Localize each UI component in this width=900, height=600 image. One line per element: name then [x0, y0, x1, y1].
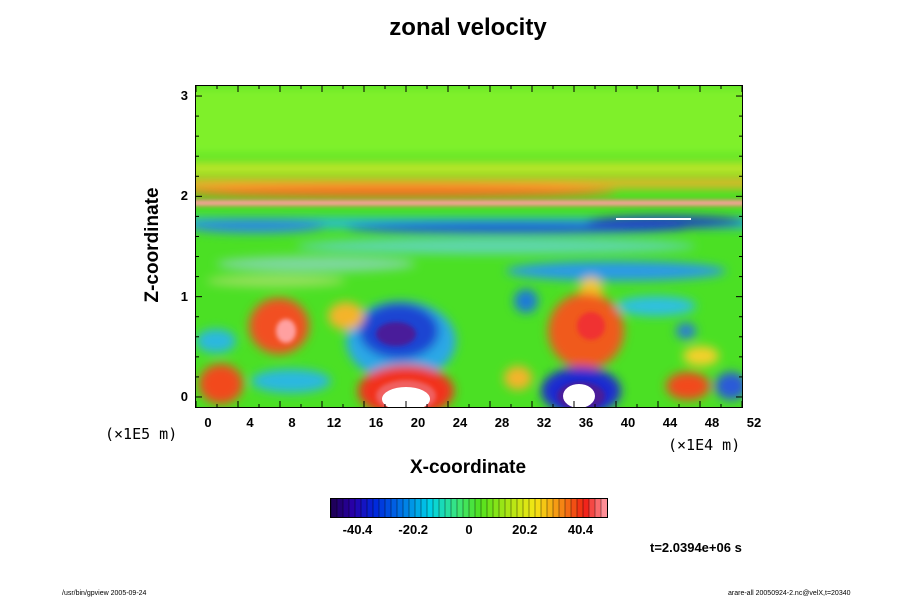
colorbar-cell — [565, 499, 572, 517]
y-axis-label: Z-coordinate — [142, 187, 163, 303]
colorbar — [330, 498, 608, 518]
colorbar-cell — [343, 499, 350, 517]
colorbar-cell — [349, 499, 356, 517]
x-tick-label: 36 — [578, 415, 594, 430]
colorbar-tick-label: -20.2 — [398, 522, 429, 537]
colorbar-cell — [421, 499, 428, 517]
colorbar-cell — [547, 499, 554, 517]
colorbar-cell — [535, 499, 542, 517]
colorbar-cell — [373, 499, 380, 517]
colorbar-tick-label: -40.4 — [342, 522, 373, 537]
x-tick-label: 24 — [452, 415, 468, 430]
saturated-positive-core — [382, 387, 430, 407]
colorbar-cell — [601, 499, 607, 517]
colorbar-cell — [331, 499, 338, 517]
colorbar-cell — [337, 499, 344, 517]
colorbar-cell — [457, 499, 464, 517]
y-tick-label: 0 — [180, 388, 188, 404]
y-tick-label: 3 — [180, 88, 188, 104]
colorbar-cell — [433, 499, 440, 517]
x-axis-unit: (×1E4 m) — [668, 436, 741, 454]
x-tick-label: 40 — [620, 415, 636, 430]
y-axis-unit: (×1E5 m) — [105, 425, 178, 443]
y-tick-label: 2 — [180, 188, 188, 204]
colorbar-tick-label: 0 — [465, 522, 473, 537]
footer-right: arare-all 20050924-2.nc@velX,t=20340 — [728, 590, 851, 597]
y-tick-label: 1 — [180, 288, 188, 304]
colorbar-cell — [499, 499, 506, 517]
colorbar-cell — [493, 499, 500, 517]
colorbar-cell — [367, 499, 374, 517]
colorbar-cell — [403, 499, 410, 517]
colorbar-cell — [391, 499, 398, 517]
colorbar-cell — [415, 499, 422, 517]
plot-tick-marks — [196, 86, 742, 407]
colorbar-cell — [577, 499, 584, 517]
x-tick-label: 52 — [746, 415, 762, 430]
colorbar-cell — [427, 499, 434, 517]
colorbar-cell — [439, 499, 446, 517]
chart-title: zonal velocity — [389, 14, 547, 41]
x-tick-label: 48 — [704, 415, 720, 430]
colorbar-cell — [379, 499, 386, 517]
colorbar-cell — [487, 499, 494, 517]
colorbar-cell — [385, 499, 392, 517]
colorbar-cell — [571, 499, 578, 517]
footer-left: /usr/bin/gpview 2005-09-24 — [62, 590, 147, 597]
colorbar-tick-label: 20.2 — [512, 522, 538, 537]
x-tick-label: 12 — [326, 415, 342, 430]
heatmap-plot — [195, 85, 743, 408]
x-tick-label: 0 — [204, 415, 212, 430]
colorbar-cell — [583, 499, 590, 517]
colorbar-cell — [595, 499, 602, 517]
colorbar-cell — [505, 499, 512, 517]
colorbar-cell — [463, 499, 470, 517]
colorbar-cell — [529, 499, 536, 517]
colorbar-cell — [541, 499, 548, 517]
x-tick-label: 16 — [368, 415, 384, 430]
colorbar-cell — [355, 499, 362, 517]
colorbar-cell — [511, 499, 518, 517]
colorbar-cell — [445, 499, 452, 517]
colorbar-cell — [361, 499, 368, 517]
x-tick-label: 44 — [662, 415, 678, 430]
colorbar-cell — [553, 499, 560, 517]
colorbar-cell — [589, 499, 596, 517]
colorbar-cell — [469, 499, 476, 517]
colorbar-tick-label: 40.4 — [567, 522, 594, 537]
time-label: t=2.0394e+06 s — [650, 540, 742, 555]
colorbar-cell — [559, 499, 566, 517]
colorbar-cell — [517, 499, 524, 517]
x-tick-label: 32 — [536, 415, 552, 430]
colorbar-cell — [523, 499, 530, 517]
saturated-negative-core — [563, 384, 595, 407]
colorbar-cell — [481, 499, 488, 517]
x-tick-label: 20 — [410, 415, 426, 430]
colorbar-cell — [409, 499, 416, 517]
colorbar-cell — [451, 499, 458, 517]
x-tick-label: 28 — [494, 415, 510, 430]
colorbar-cell — [397, 499, 404, 517]
x-tick-label: 4 — [246, 415, 254, 430]
x-tick-label: 8 — [288, 415, 296, 430]
x-axis-label: X-coordinate — [409, 457, 527, 478]
colorbar-cell — [475, 499, 482, 517]
